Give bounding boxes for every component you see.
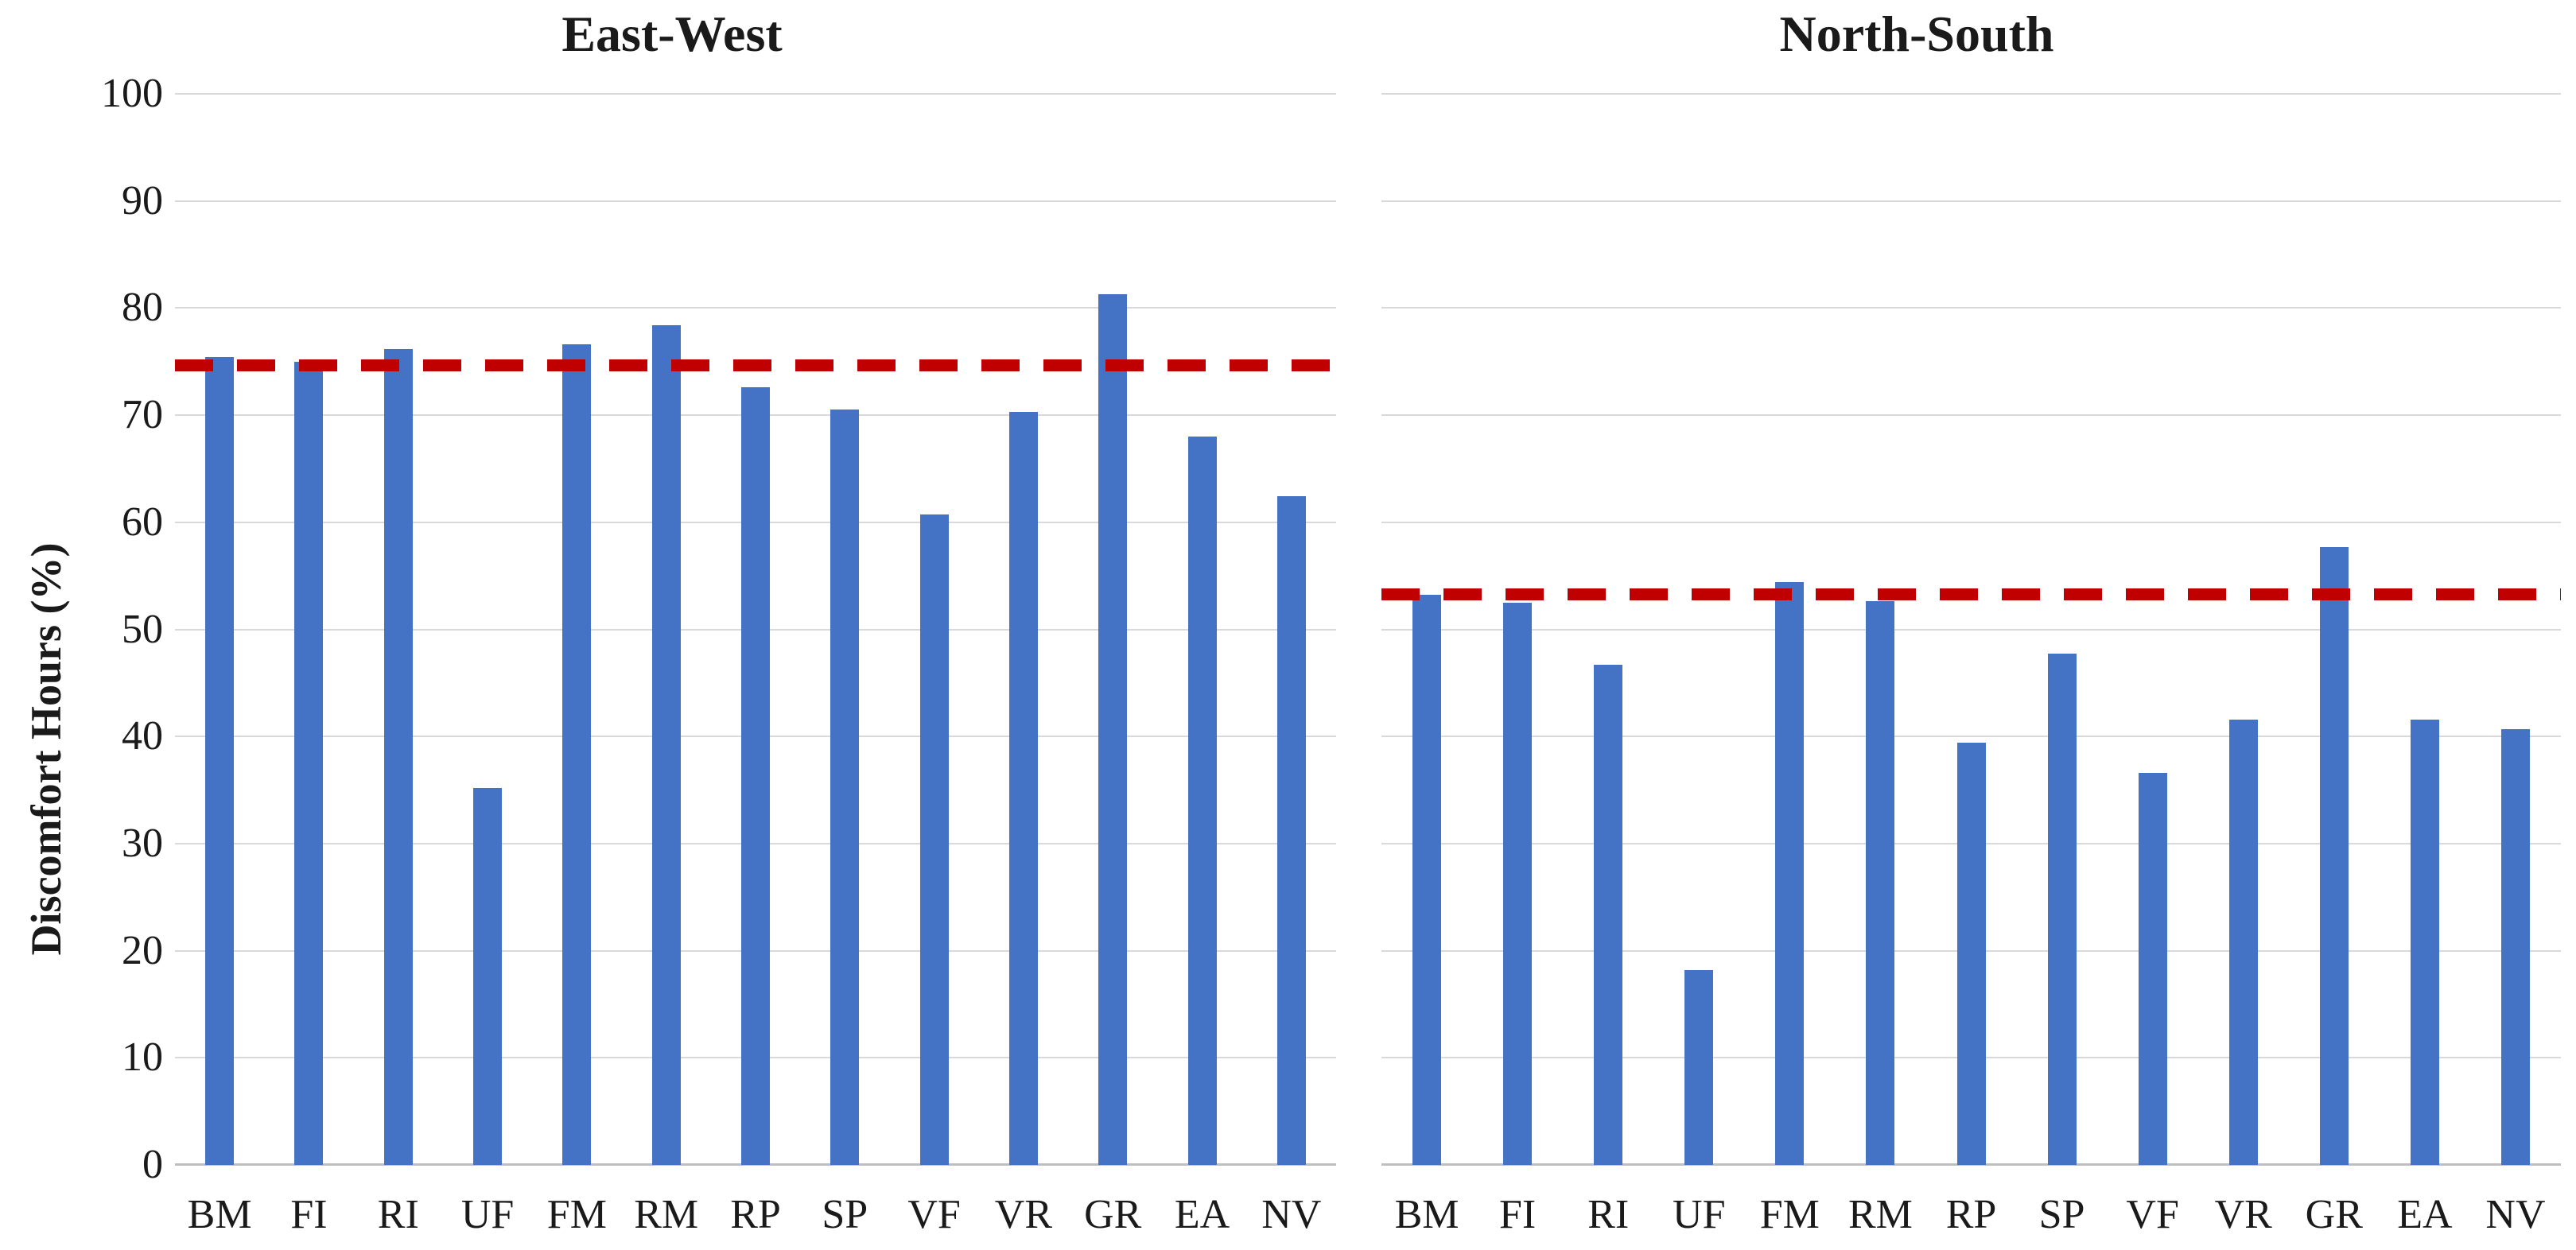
- y-tick-label-20: 20: [122, 927, 163, 973]
- bar-north-south-FM: [1775, 582, 1805, 1165]
- y-tick-label-0: 0: [142, 1142, 163, 1187]
- x-category-label-GR: GR: [2305, 1192, 2363, 1237]
- x-category-label-VR: VR: [2214, 1192, 2272, 1237]
- x-category-label-FI: FI: [1498, 1192, 1537, 1237]
- x-category-label-NV: NV: [1261, 1192, 1322, 1237]
- y-tick-label-30: 30: [122, 820, 163, 866]
- gridline-90: [175, 200, 1336, 202]
- x-category-label-RM: RM: [634, 1192, 699, 1237]
- bar-north-south-GR: [2319, 546, 2349, 1165]
- y-tick-label-70: 70: [122, 392, 163, 438]
- x-category-label-RP: RP: [730, 1192, 781, 1237]
- gridline-70: [1381, 414, 2561, 417]
- bar-east-west-RM: [651, 324, 681, 1165]
- y-tick-label-50: 50: [122, 606, 163, 652]
- x-category-label-BM: BM: [187, 1192, 252, 1237]
- bar-north-south-VF: [2138, 773, 2167, 1165]
- bar-north-south-BM: [1412, 595, 1442, 1165]
- bar-north-south-RP: [1956, 743, 1986, 1165]
- x-category-label-VF: VF: [2126, 1192, 2179, 1237]
- x-category-label-UF: UF: [460, 1192, 515, 1237]
- x-category-label-FM: FM: [1759, 1192, 1820, 1237]
- left-panel-x-labels: BM FI RI UF FM RM RP SP VF VR GR EA NV: [175, 1191, 1336, 1247]
- x-category-label-EA: EA: [2397, 1192, 2453, 1237]
- bar-east-west-FI: [294, 361, 324, 1165]
- bar-north-south-NV: [2500, 728, 2530, 1165]
- gridline-80: [1381, 307, 2561, 309]
- right-panel-x-labels: BM FI RI UF FM RM RP SP VF VR GR EA NV: [1381, 1191, 2561, 1247]
- bar-east-west-RI: [383, 348, 413, 1165]
- x-category-label-RI: RI: [1587, 1192, 1630, 1237]
- bar-east-west-RP: [741, 387, 770, 1165]
- y-tick-label-80: 80: [122, 285, 163, 331]
- x-category-label-FM: FM: [546, 1192, 607, 1237]
- threshold-line-east-west: [175, 359, 1336, 371]
- y-tick-label-90: 90: [122, 177, 163, 223]
- x-category-label-NV: NV: [2485, 1192, 2546, 1237]
- right-panel-plot-area: [1381, 93, 2561, 1166]
- y-tick-label-60: 60: [122, 499, 163, 545]
- x-category-label-VF: VF: [907, 1192, 961, 1237]
- gridline-80: [175, 307, 1336, 309]
- x-category-label-RM: RM: [1847, 1192, 1913, 1237]
- bar-north-south-RM: [1866, 601, 1895, 1165]
- left-panel-title: East-West: [561, 6, 783, 62]
- bar-north-south-EA: [2410, 719, 2439, 1165]
- bar-north-south-VR: [2228, 719, 2258, 1165]
- bar-east-west-GR: [1098, 293, 1128, 1165]
- x-category-label-FI: FI: [290, 1192, 328, 1237]
- threshold-line-north-south: [1381, 588, 2561, 601]
- bar-east-west-BM: [205, 357, 235, 1165]
- gridline-40: [1381, 736, 2561, 738]
- gridline-50: [1381, 628, 2561, 631]
- x-category-label-RP: RP: [1945, 1192, 1997, 1237]
- bar-east-west-VF: [919, 514, 949, 1165]
- right-panel-title: North-South: [1779, 6, 2054, 62]
- x-category-label-GR: GR: [1084, 1192, 1142, 1237]
- bar-north-south-FI: [1503, 602, 1533, 1165]
- x-category-label-UF: UF: [1673, 1192, 1726, 1237]
- x-category-label-RI: RI: [377, 1192, 419, 1237]
- y-tick-label-40: 40: [122, 713, 163, 759]
- bar-north-south-SP: [2047, 654, 2077, 1165]
- x-category-label-SP: SP: [822, 1192, 868, 1237]
- x-category-label-EA: EA: [1174, 1192, 1230, 1237]
- gridline-100: [175, 93, 1336, 95]
- bar-east-west-UF: [473, 787, 503, 1165]
- y-tick-label-100: 100: [101, 71, 163, 116]
- bar-east-west-VR: [1008, 412, 1038, 1165]
- bar-east-west-EA: [1187, 437, 1217, 1165]
- bar-east-west-FM: [562, 344, 592, 1165]
- bar-east-west-NV: [1276, 496, 1306, 1165]
- left-panel-plot-area: [175, 93, 1336, 1166]
- x-category-label-BM: BM: [1394, 1192, 1459, 1237]
- bar-north-south-UF: [1684, 969, 1714, 1165]
- bar-east-west-SP: [830, 410, 860, 1165]
- y-tick-label-10: 10: [122, 1035, 163, 1081]
- gridline-60: [1381, 521, 2561, 523]
- gridline-100: [1381, 93, 2561, 95]
- gridline-90: [1381, 200, 2561, 202]
- x-category-label-SP: SP: [2038, 1192, 2085, 1237]
- bar-north-south-RI: [1594, 664, 1623, 1165]
- x-category-label-VR: VR: [994, 1192, 1053, 1237]
